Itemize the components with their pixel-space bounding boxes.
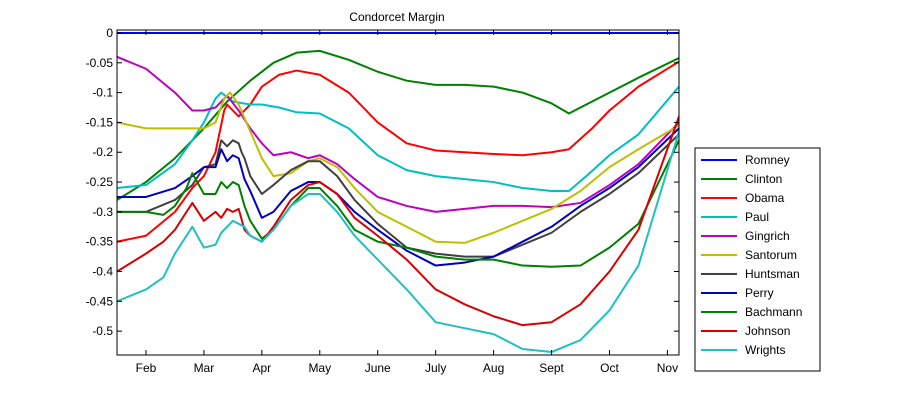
legend-label: Paul: [745, 210, 769, 224]
legend-label: Bachmann: [745, 305, 802, 319]
y-tick-label: -0.2: [92, 145, 113, 159]
x-tick-label: Feb: [136, 361, 157, 375]
plot-frame: [116, 29, 680, 356]
legend-label: Johnson: [745, 324, 790, 338]
series-line-gingrich: [117, 55, 679, 213]
x-tick-label: Aug: [483, 361, 504, 375]
y-tick-label: -0.5: [92, 324, 113, 338]
series-line-wrights: [117, 130, 679, 354]
legend-label: Santorum: [745, 248, 797, 262]
series-line-paul: [117, 85, 679, 193]
x-tick-label: Oct: [600, 361, 619, 375]
legend-label: Clinton: [745, 172, 782, 186]
legend-label: Romney: [745, 153, 790, 167]
series-line-obama: [117, 60, 679, 243]
legend-label: Gingrich: [745, 229, 790, 243]
series-line-johnson: [117, 115, 679, 327]
y-tick-label: -0.35: [86, 235, 114, 249]
legend-label: Obama: [745, 191, 785, 205]
y-tick-label: -0.05: [86, 56, 114, 70]
legend-label: Wrights: [745, 343, 785, 357]
legend-label: Huntsman: [745, 267, 800, 281]
x-tick-label: June: [365, 361, 391, 375]
y-tick-label: -0.3: [92, 205, 113, 219]
y-tick-label: 0: [106, 26, 113, 40]
x-tick-label: Mar: [194, 361, 215, 375]
chart-title: Condorcet Margin: [349, 10, 444, 24]
legend-label: Perry: [745, 286, 774, 300]
y-tick-label: -0.1: [92, 86, 113, 100]
x-tick-label: May: [308, 361, 331, 375]
legend: Romney Clinton Obama Paul Gingrich Santorum Hu…: [694, 147, 821, 372]
x-tick-label: July: [425, 361, 446, 375]
series-lines: [117, 31, 679, 354]
x-tick-label: Apr: [253, 361, 272, 375]
legend-box: [694, 147, 821, 372]
y-tick-label: -0.15: [86, 115, 114, 129]
x-tick-label: Sept: [539, 361, 564, 375]
series-line-huntsman: [117, 133, 679, 258]
y-tick-label: -0.4: [92, 265, 113, 279]
y-tick-label: -0.25: [86, 175, 114, 189]
series-line-clinton: [117, 49, 679, 201]
series-line-perry: [117, 127, 679, 267]
series-line-santorum: [117, 91, 679, 244]
y-tick-label: -0.45: [86, 294, 114, 308]
x-tick-label: Nov: [657, 361, 678, 375]
